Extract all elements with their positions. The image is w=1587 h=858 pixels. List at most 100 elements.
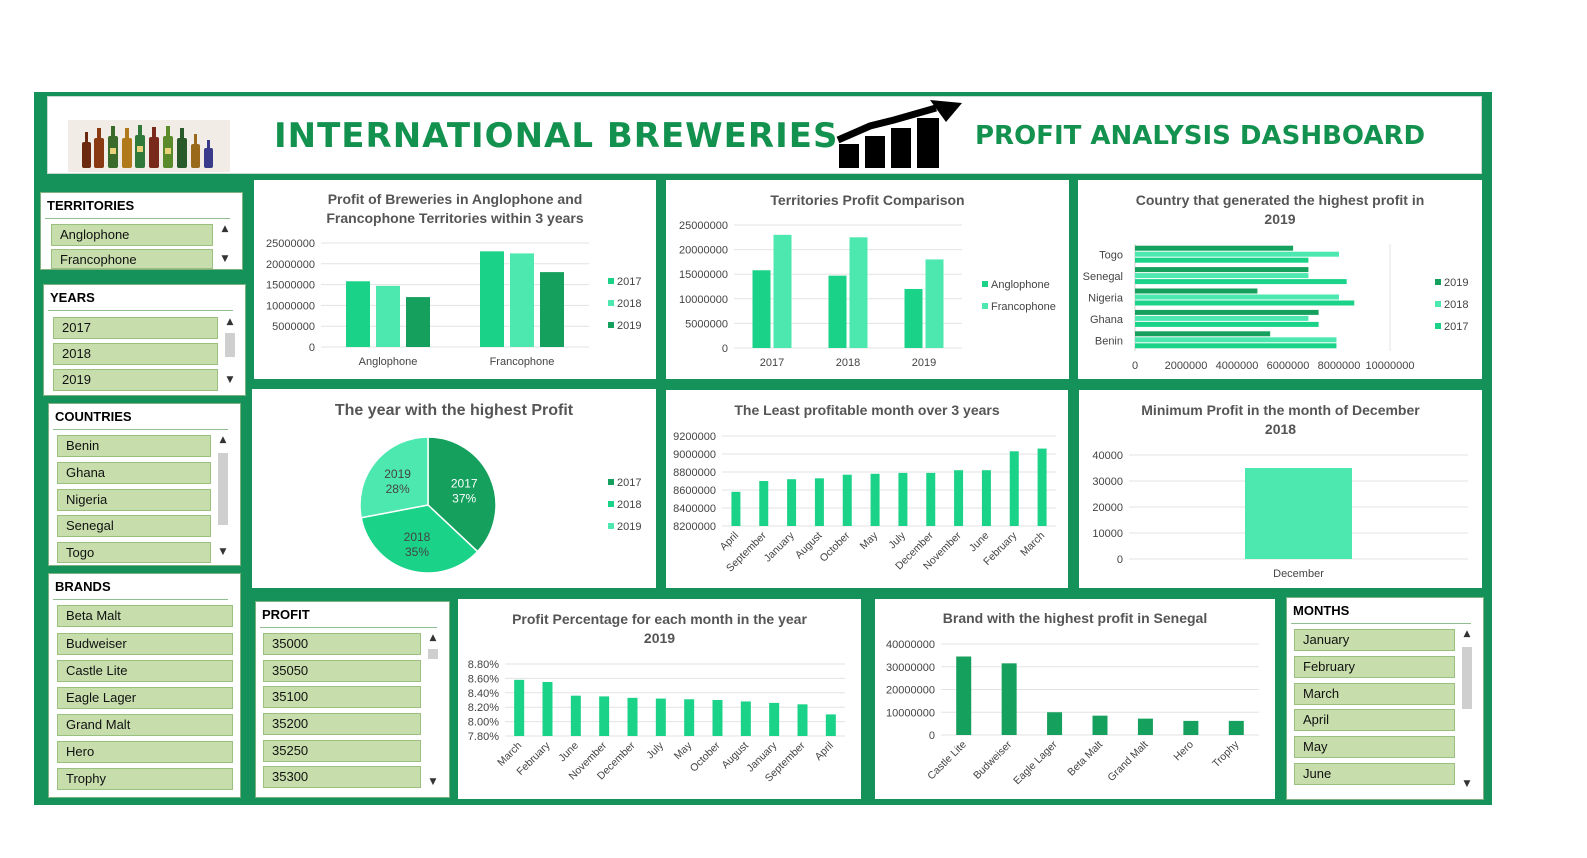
- slicer-item-grand-malt[interactable]: Grand Malt: [57, 714, 233, 736]
- bar: [898, 472, 908, 526]
- slicer-divider: [260, 627, 437, 628]
- chart-panel-territories-comparison: Territories Profit Comparison 0 5000000 10…: [666, 180, 1069, 379]
- bar: [870, 473, 880, 526]
- y-tick-label: 10000000: [679, 294, 728, 306]
- slicer-item-nigeria[interactable]: Nigeria: [57, 489, 211, 511]
- chart-title: Brand with the highest profit in Senegal: [942, 610, 1208, 626]
- slicer-item-2017[interactable]: 2017: [53, 317, 218, 339]
- scroll-thumb[interactable]: [1462, 647, 1472, 709]
- scroll-down-icon[interactable]: ▼: [221, 254, 229, 264]
- slicer-item-2018[interactable]: 2018: [53, 343, 218, 365]
- slicer-item-togo[interactable]: Togo: [57, 542, 211, 563]
- scroll-down-icon[interactable]: ▼: [226, 375, 234, 385]
- y-tick-label: 0: [929, 730, 935, 742]
- scroll-up-icon[interactable]: ▲: [226, 317, 234, 327]
- chart-panel-year-pie: The year with the highest Profit 2017 37%…: [252, 389, 656, 588]
- x-tick-label: 2018: [836, 357, 860, 369]
- scroll-thumb[interactable]: [225, 333, 235, 357]
- slicer-item-35050[interactable]: 35050: [263, 660, 421, 682]
- slicer-scrollbar[interactable]: ▲ ▼: [1461, 629, 1473, 793]
- slicer-item-benin[interactable]: Benin: [57, 435, 211, 457]
- chart-panel-least-month: The Least profitable month over 3 years …: [666, 390, 1068, 588]
- slicer-title: BRANDS: [55, 579, 111, 594]
- x-tick-label: 6000000: [1267, 360, 1310, 372]
- slicer-item-march[interactable]: March: [1294, 683, 1455, 705]
- bar: [1135, 337, 1337, 343]
- slicer-scrollbar[interactable]: ▲ ▼: [219, 224, 231, 268]
- slicer-item-2019[interactable]: 2019: [53, 369, 218, 391]
- slicer-item-ghana[interactable]: Ghana: [57, 462, 211, 484]
- x-tick-label: July: [644, 739, 666, 761]
- slicer-item-35250[interactable]: 35250: [263, 740, 421, 762]
- bar: [849, 237, 868, 348]
- chart-title: Minimum Profit in the month of December …: [1141, 402, 1420, 437]
- slicer-item-june[interactable]: June: [1294, 763, 1455, 785]
- scroll-down-icon[interactable]: ▼: [429, 777, 437, 787]
- slicer-scrollbar[interactable]: ▲ ▼: [217, 435, 229, 563]
- scroll-thumb[interactable]: [218, 453, 228, 525]
- header-banner: [47, 96, 1482, 174]
- legend-swatch: [608, 300, 614, 306]
- scroll-down-icon[interactable]: ▼: [1463, 779, 1471, 789]
- slicer-item-anglophone[interactable]: Anglophone: [51, 224, 213, 246]
- chart-title: The year with the highest Profit: [334, 402, 574, 419]
- chart-title: The Least profitable month over 3 years: [734, 402, 1000, 418]
- scroll-up-icon[interactable]: ▲: [219, 435, 227, 445]
- scroll-down-icon[interactable]: ▼: [219, 547, 227, 557]
- scroll-thumb[interactable]: [428, 649, 438, 659]
- y-tick-label: 8400000: [673, 503, 716, 515]
- bar: [1135, 267, 1309, 273]
- slicer-item-senegal[interactable]: Senegal: [57, 515, 211, 537]
- brands-slicer: BRANDS Beta Malt Budweiser Castle Lite E…: [48, 573, 241, 798]
- y-tick-label: 15000000: [266, 280, 315, 292]
- slicer-item-january[interactable]: January: [1294, 629, 1455, 651]
- slicer-item-budweiser[interactable]: Budweiser: [57, 633, 233, 655]
- x-tick-label: Castle Lite: [925, 739, 969, 783]
- slicer-divider: [53, 599, 228, 600]
- bar: [1135, 257, 1309, 263]
- slicer-item-35200[interactable]: 35200: [263, 713, 421, 735]
- scroll-up-icon[interactable]: ▲: [1463, 629, 1471, 639]
- pie-slice: [360, 504, 479, 574]
- slicer-item-hero[interactable]: Hero: [57, 741, 233, 763]
- bar: [1001, 663, 1017, 735]
- slicer-item-may[interactable]: May: [1294, 736, 1455, 758]
- y-tick-label: 40000: [1092, 450, 1123, 462]
- y-tick-label: 10000000: [266, 300, 315, 312]
- legend-label: 2019: [617, 320, 641, 332]
- bar: [1047, 712, 1063, 735]
- slicer-item-francophone[interactable]: Francophone: [51, 249, 213, 269]
- legend-swatch: [608, 523, 614, 529]
- slicer-item-april[interactable]: April: [1294, 709, 1455, 731]
- slicer-item-35000[interactable]: 35000: [263, 633, 421, 655]
- slicer-scrollbar[interactable]: ▲ ▼: [224, 317, 236, 391]
- x-tick-label: January: [762, 529, 797, 564]
- slicer-item-beta-malt[interactable]: Beta Malt: [57, 605, 233, 627]
- y-tick-label: 8800000: [673, 467, 716, 479]
- slicer-item-35300[interactable]: 35300: [263, 766, 421, 788]
- scroll-up-icon[interactable]: ▲: [221, 224, 229, 234]
- scroll-up-icon[interactable]: ▲: [429, 633, 437, 643]
- slicer-item-castle-lite[interactable]: Castle Lite: [57, 660, 233, 682]
- slicer-item-february[interactable]: February: [1294, 656, 1455, 678]
- slice-label: 2019: [384, 467, 411, 481]
- bar: [925, 259, 944, 348]
- chart-panel-percent-2019: Profit Percentage for each month in the …: [458, 599, 861, 799]
- slice-label: 2018: [404, 530, 431, 544]
- slicer-scrollbar[interactable]: ▲ ▼: [427, 633, 439, 791]
- bar: [926, 472, 936, 526]
- slicer-item-trophy[interactable]: Trophy: [57, 768, 233, 790]
- bar: [542, 682, 553, 736]
- slicer-item-eagle-lager[interactable]: Eagle Lager: [57, 687, 233, 709]
- y-tick-label: 40000000: [886, 639, 935, 651]
- bar: [1092, 715, 1108, 735]
- bar: [769, 702, 780, 736]
- bar: [480, 251, 504, 347]
- slicer-item-35100[interactable]: 35100: [263, 686, 421, 708]
- slicer-divider: [45, 218, 230, 219]
- x-tick-label: Budweiser: [971, 738, 1015, 782]
- bar: [814, 478, 824, 526]
- legend-swatch: [1435, 323, 1441, 329]
- bar: [510, 253, 534, 347]
- bar: [740, 701, 751, 736]
